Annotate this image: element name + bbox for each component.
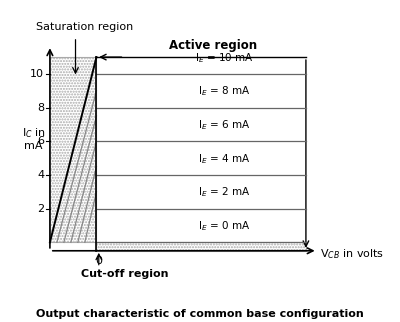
Text: I$_C$ in: I$_C$ in: [22, 126, 46, 140]
Text: I$_E$ = 6 mA: I$_E$ = 6 mA: [198, 118, 251, 132]
Text: mA: mA: [24, 141, 43, 151]
Text: Cut-off region: Cut-off region: [81, 269, 168, 279]
Text: I$_E$ = 2 mA: I$_E$ = 2 mA: [198, 185, 251, 199]
Text: 8: 8: [37, 103, 44, 113]
Bar: [50, 57, 96, 242]
Text: Saturation region: Saturation region: [36, 22, 134, 32]
Text: I$_E$ = 0 mA: I$_E$ = 0 mA: [198, 219, 251, 233]
Text: Output characteristic of common base configuration: Output characteristic of common base con…: [36, 309, 364, 319]
Text: I$_E$ = 10 mA: I$_E$ = 10 mA: [195, 51, 254, 65]
Text: 0: 0: [95, 256, 102, 266]
Text: I$_E$ = 8 mA: I$_E$ = 8 mA: [198, 85, 251, 98]
Text: I$_E$ = 4 mA: I$_E$ = 4 mA: [198, 152, 251, 166]
Text: 4: 4: [37, 170, 44, 180]
Text: 6: 6: [37, 136, 44, 146]
Text: V$_{CB}$ in volts: V$_{CB}$ in volts: [320, 247, 384, 261]
Text: 2: 2: [37, 204, 44, 214]
Text: 10: 10: [30, 69, 44, 79]
Bar: [96, 242, 306, 251]
Text: Active region: Active region: [169, 39, 257, 52]
